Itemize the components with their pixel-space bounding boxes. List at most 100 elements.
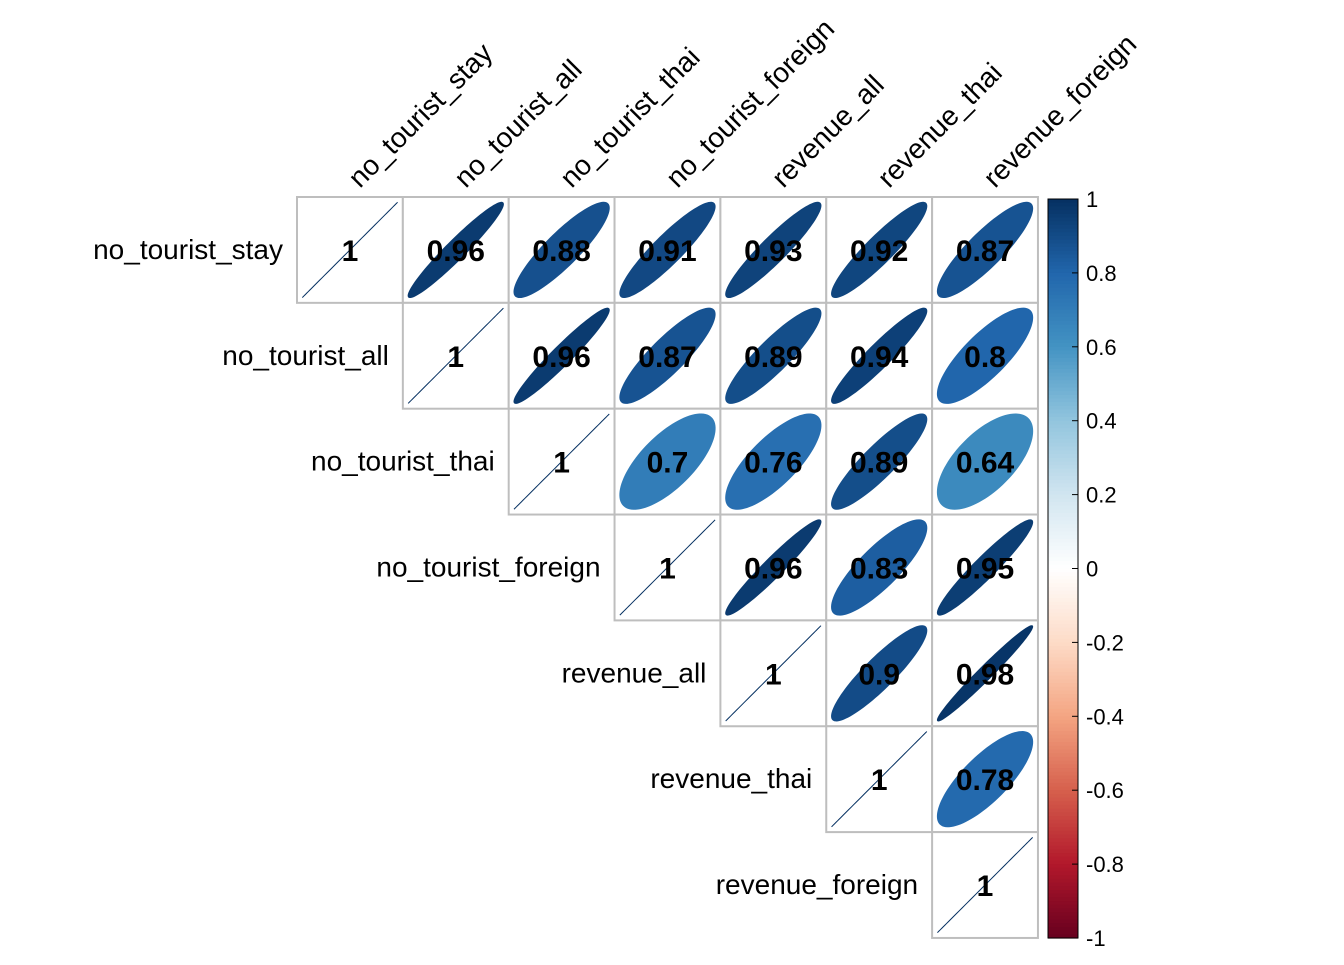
colorbar-segment bbox=[1048, 564, 1078, 570]
colorbar-segment bbox=[1048, 309, 1078, 315]
colorbar-segment bbox=[1048, 413, 1078, 418]
colorbar-segment bbox=[1048, 546, 1078, 551]
colorbar-segment bbox=[1048, 210, 1078, 215]
colorbar-segment bbox=[1048, 616, 1078, 621]
coefficient-label: 1 bbox=[553, 447, 570, 480]
colorbar-segment bbox=[1048, 465, 1078, 470]
colorbar-segment bbox=[1048, 324, 1078, 329]
correlation-ellipse bbox=[937, 837, 1034, 934]
colorbar-segment bbox=[1048, 797, 1078, 802]
coefficient-label: 0.89 bbox=[850, 447, 908, 480]
colorbar-segment bbox=[1048, 402, 1078, 407]
colorbar-segment bbox=[1048, 453, 1078, 459]
correlation-ellipse bbox=[619, 201, 716, 299]
colorbar-segment bbox=[1048, 705, 1078, 710]
colorbar-segment bbox=[1048, 405, 1078, 411]
colorbar-segment bbox=[1048, 276, 1078, 281]
colorbar-segment bbox=[1048, 235, 1078, 241]
colorbar-segment bbox=[1048, 538, 1078, 544]
colorbar-segment bbox=[1048, 712, 1078, 717]
colorbar-segment bbox=[1048, 671, 1078, 677]
colorbar-segment bbox=[1048, 513, 1078, 518]
colorbar-segment bbox=[1048, 738, 1078, 743]
colorbar-segment bbox=[1048, 424, 1078, 429]
colorbar-segment bbox=[1048, 775, 1078, 780]
colorbar-segment bbox=[1048, 428, 1078, 433]
coefficient-label: 0.9 bbox=[858, 658, 900, 691]
coefficient-label: 0.83 bbox=[850, 552, 908, 585]
colorbar-segment bbox=[1048, 468, 1078, 474]
colorbar-segment bbox=[1048, 871, 1078, 876]
coefficient-label: 1 bbox=[871, 764, 888, 797]
colorbar-segment bbox=[1048, 823, 1078, 828]
colorbar-segment bbox=[1048, 930, 1078, 935]
colorbar-segment bbox=[1048, 217, 1078, 222]
colorbar-tick-label: -0.4 bbox=[1086, 704, 1124, 729]
correlation-ellipse bbox=[936, 413, 1034, 510]
colorbar-segment bbox=[1048, 490, 1078, 496]
colorbar-segment bbox=[1048, 786, 1078, 791]
colorbar-segment bbox=[1048, 483, 1078, 488]
colorbar-segment bbox=[1048, 686, 1078, 692]
colorbar-segment bbox=[1048, 446, 1078, 451]
coefficient-label: 0.76 bbox=[744, 447, 802, 480]
colorbar-tick-label: 0.2 bbox=[1086, 483, 1117, 508]
colorbar-segment bbox=[1048, 354, 1078, 359]
correlation-ellipse bbox=[725, 625, 822, 722]
colorbar-segment bbox=[1048, 450, 1078, 455]
colorbar-segment bbox=[1048, 583, 1078, 588]
colorbar-segment bbox=[1048, 804, 1078, 810]
colorbar-segment bbox=[1048, 827, 1078, 832]
column-label: revenue_foreign bbox=[977, 28, 1142, 193]
colorbar-segment bbox=[1048, 926, 1078, 932]
colorbar-segment bbox=[1048, 509, 1078, 514]
colorbar-segment bbox=[1048, 623, 1078, 629]
correlation-ellipse bbox=[513, 307, 610, 404]
colorbar-segment bbox=[1048, 228, 1078, 233]
colorbar-segment bbox=[1048, 845, 1078, 850]
colorbar-segment bbox=[1048, 265, 1078, 270]
colorbar-segment bbox=[1048, 849, 1078, 854]
row-label: revenue_all bbox=[562, 657, 707, 688]
colorbar-segment bbox=[1048, 816, 1078, 821]
colorbar-segment bbox=[1048, 683, 1078, 688]
colorbar-segment bbox=[1048, 908, 1078, 913]
colorbar-segment bbox=[1048, 420, 1078, 425]
colorbar-segment bbox=[1048, 838, 1078, 843]
colorbar-segment bbox=[1048, 742, 1078, 747]
colorbar-segment bbox=[1048, 328, 1078, 333]
coefficient-label: 1 bbox=[342, 235, 359, 268]
colorbar-segment bbox=[1048, 250, 1078, 256]
correlation-ellipse bbox=[725, 519, 822, 616]
correlation-ellipse bbox=[619, 413, 716, 510]
colorbar-segment bbox=[1048, 332, 1078, 337]
colorbar-segment bbox=[1048, 605, 1078, 610]
colorbar-segment bbox=[1048, 298, 1078, 304]
colorbar-segment bbox=[1048, 431, 1078, 437]
correlation-ellipse bbox=[831, 307, 928, 404]
coefficient-label: 0.87 bbox=[956, 235, 1014, 268]
colorbar-segment bbox=[1048, 313, 1078, 318]
colorbar-segment bbox=[1048, 365, 1078, 370]
coefficient-label: 0.88 bbox=[532, 235, 590, 268]
correlation-ellipse bbox=[936, 307, 1034, 404]
colorbar-segment bbox=[1048, 642, 1078, 647]
colorbar-segment bbox=[1048, 590, 1078, 595]
colorbar-segment bbox=[1048, 915, 1078, 921]
colorbar-segment bbox=[1048, 247, 1078, 252]
correlation-ellipse bbox=[619, 307, 716, 404]
colorbar-segment bbox=[1048, 779, 1078, 784]
colorbar-segment bbox=[1048, 768, 1078, 773]
colorbar-segment bbox=[1048, 520, 1078, 525]
colorbar-segment bbox=[1048, 575, 1078, 581]
colorbar-segment bbox=[1048, 524, 1078, 529]
colorbar-segment bbox=[1048, 660, 1078, 666]
colorbar-segment bbox=[1048, 516, 1078, 522]
colorbar-segment bbox=[1048, 335, 1078, 341]
colorbar-segment bbox=[1048, 261, 1078, 267]
row-label: revenue_thai bbox=[650, 763, 812, 794]
colorbar-tick-label: -1 bbox=[1086, 926, 1106, 951]
colorbar-tick-label: 0.6 bbox=[1086, 335, 1117, 360]
